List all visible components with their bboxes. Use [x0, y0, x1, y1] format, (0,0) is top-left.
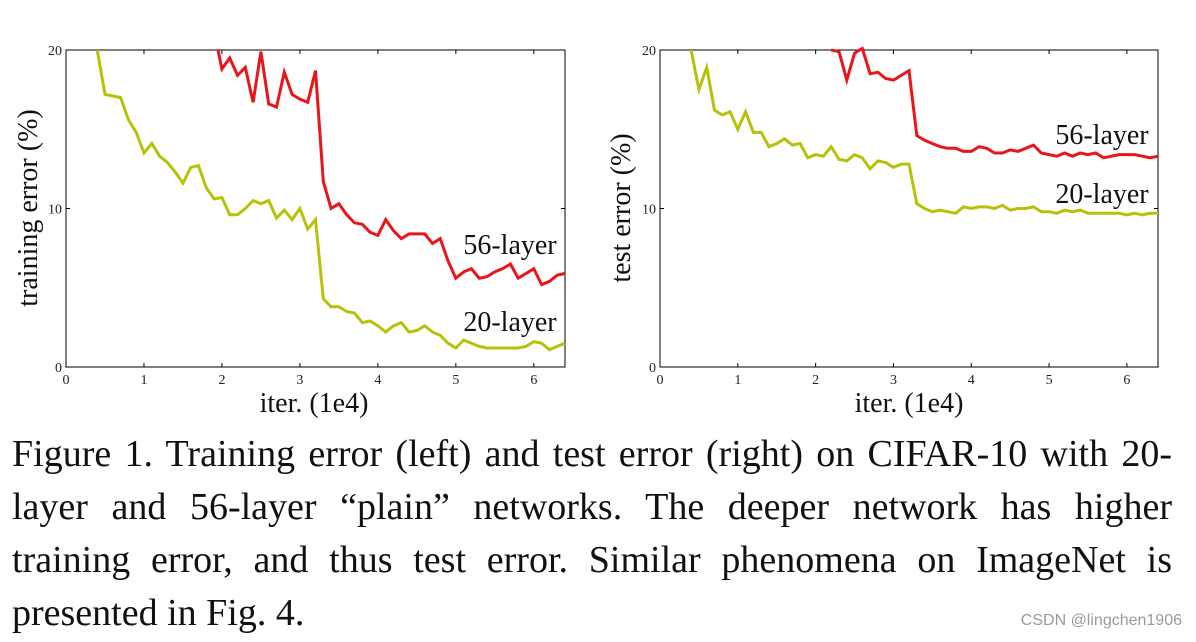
x-tick-label: 5 [1046, 373, 1053, 388]
series-line-20-layer [95, 49, 566, 352]
y-axis-label: training error (%) [13, 109, 44, 306]
watermark: CSDN @lingchen1906 [1020, 612, 1182, 629]
x-axis-label: iter. (1e4) [260, 388, 369, 419]
series-label-20-layer: 20-layer [463, 307, 557, 338]
series-line-56-layer [216, 49, 566, 287]
series-label-56-layer: 56-layer [463, 230, 557, 261]
x-tick-label: 6 [1123, 373, 1130, 388]
test-error-chart: 0 1 2 3 4 5 6 0 10 20 iter. (1e4) test error (%) 56-… [606, 44, 1159, 419]
x-tick-label: 3 [890, 373, 897, 388]
x-tick-label: 2 [812, 373, 819, 388]
x-tick-label: 0 [657, 373, 664, 388]
y-axis-label: test error (%) [606, 133, 637, 282]
training-error-chart: 0 1 2 3 4 5 6 0 10 20 iter. (1e4) training error (%… [13, 44, 566, 419]
series-line-20-layer [689, 49, 1158, 217]
y-tick-label: 10 [48, 203, 62, 218]
y-tick-label: 20 [642, 44, 656, 59]
x-tick-label: 1 [140, 373, 147, 388]
series-label-20-layer: 20-layer [1055, 179, 1149, 210]
y-tick-label: 10 [642, 203, 656, 218]
x-tick-label: 2 [218, 373, 225, 388]
x-tick-label: 4 [374, 373, 381, 388]
y-tick-label: 0 [55, 361, 62, 376]
x-tick-label: 6 [530, 373, 537, 388]
y-tick-label: 0 [649, 361, 656, 376]
x-tick-label: 1 [734, 373, 741, 388]
y-tick-label: 20 [48, 44, 62, 59]
x-axis-label: iter. (1e4) [855, 388, 964, 419]
x-tick-label: 4 [968, 373, 975, 388]
figure-caption: Figure 1. Training error (left) and test… [12, 433, 1172, 634]
x-tick-label: 3 [296, 373, 303, 388]
series-label-56-layer: 56-layer [1055, 120, 1149, 151]
series-line-56-layer [830, 46, 1159, 160]
x-tick-label: 0 [63, 373, 70, 388]
x-tick-label: 5 [452, 373, 459, 388]
